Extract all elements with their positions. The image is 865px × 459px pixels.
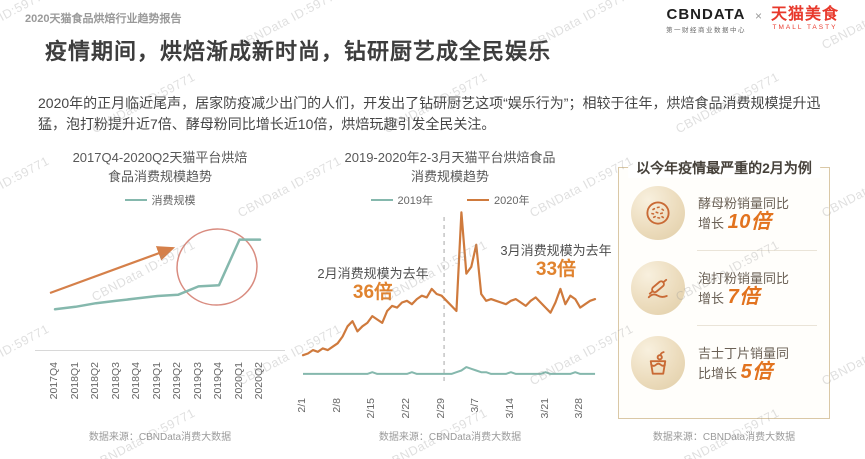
row-divider [697,250,817,251]
right-panel-section: 以今年疫情最严重的2月为例 酵母粉销量同比 增长 10倍 泡打粉销量同比 增长 7倍吉… [618,148,830,445]
left-chart-title: 2017Q4-2020Q2天猫平台烘焙 食品消费规模趋势 [30,148,290,186]
axis-tick-label: 2018Q3 [109,362,122,400]
cbndata-wordmark: CBNDATA [666,6,746,23]
left-data-source: 数据来源：CBNData消费大数据 [88,432,232,443]
annotation-feb: 2月消费规模为去年 36倍 [300,265,446,304]
stat-text: 吉士丁片销量同 比增长 5倍 [698,344,789,383]
left-x-axis-labels: 2017Q4 2018Q1 2018Q2 2018Q3 2018Q4 2019Q1 2019… [35,360,290,410]
cbndata-logo: CBNDATA 第一财经商业数据中心 [666,7,746,34]
axis-tick-label: 3/21 [538,398,551,419]
custard-icon [631,336,685,390]
cbndata-subtitle: 第一财经商业数据中心 [665,27,746,34]
middle-data-source: 数据来源：CBNData消费大数据 [378,432,522,443]
stat-value: 7倍 [727,285,760,308]
tmall-wordmark: 天猫美食 [770,6,839,23]
panel-rows: 酵母粉销量同比 增长 10倍 泡打粉销量同比 增长 7倍 吉士丁片销量同 比增长 5倍 [631,178,817,398]
axis-tick-label: 2/15 [365,398,378,419]
axis-tick-label: 2018Q4 [130,362,142,400]
stat-text: 酵母粉销量同比 增长 10倍 [698,194,789,233]
axis-tick-label: 2018Q1 [68,362,81,400]
axis-tick-label: 2019Q4 [212,362,224,400]
left-chart-section: 2017Q4-2020Q2天猫平台烘焙 食品消费规模趋势 消费规模 2017Q4… [30,148,290,445]
tmall-food-logo: 天猫美食 TMALL TASTY [770,6,839,32]
highlight-circle-icon [176,228,258,306]
axis-tick-label: 2/29 [434,398,447,419]
axis-tick-label: 2/8 [330,398,343,413]
legend-item-2020: 2020年 [467,192,529,208]
header: 2020天猫食品烘焙行业趋势报告 CBNDATA 第一财经商业数据中心 × 天猫… [25,6,839,35]
brand-logos: CBNDATA 第一财经商业数据中心 × 天猫美食 TMALL TASTY [666,6,839,35]
baking-powder-icon [631,261,685,315]
annotation-mar-label: 3月消费规模为去年 [500,243,612,258]
report-title: 2020天猫食品烘焙行业趋势报告 [25,13,182,25]
multiply-icon: × [754,9,762,23]
legend-swatch-teal [124,199,147,201]
legend-swatch-2020 [467,199,489,201]
stat-value: 5倍 [740,360,773,383]
stat-line1: 酵母粉销量同比 [698,195,790,211]
stat-line1: 吉士丁片销量同 [698,345,790,361]
axis-tick-label: 2019Q3 [191,362,204,400]
middle-chart-section: 2019-2020年2-3月天猫平台烘焙食品 消费规模趋势 2019年 2020… [296,148,612,445]
legend-label: 消费规模 [151,195,196,207]
legend-label-2020: 2020年 [494,195,530,207]
middle-chart-title-line2: 消费规模趋势 [410,169,489,184]
legend-item-2019: 2019年 [370,192,433,208]
axis-tick-label: 2/1 [296,398,308,413]
trend-arrow-icon [49,246,176,295]
axis-tick-label: 2019Q2 [171,362,183,400]
annotation-feb-value: 36倍 [352,282,394,303]
panel-row: 酵母粉销量同比 增长 10倍 [631,178,817,248]
middle-chart-title-line1: 2019-2020年2-3月天猫平台烘焙食品 [344,150,556,165]
left-chart-svg [35,228,285,351]
annotation-mar-value: 33倍 [535,259,577,280]
annotation-feb-label: 2月消费规模为去年 [317,266,429,281]
legend-item: 消费规模 [124,192,196,208]
legend-swatch-2019 [370,199,393,201]
consumption-line [53,238,262,311]
line-2019 [303,366,596,375]
tmall-subtitle: TMALL TASTY [772,24,838,31]
left-chart-title-line1: 2017Q4-2020Q2天猫平台烘焙 [72,150,248,165]
intro-paragraph: 2020年的正月临近尾声，居家防疫减少出门的人们，开发出了钻研厨艺这项“娱乐行为… [38,95,821,132]
row-divider [697,325,817,326]
axis-tick-label: 2/22 [399,398,412,419]
panel-row: 泡打粉销量同比 增长 7倍 [631,253,817,323]
left-chart-title-line2: 食品消费规模趋势 [107,169,212,184]
stat-line1: 泡打粉销量同比 [698,270,790,286]
middle-x-axis-labels: 2/1 2/8 2/15 2/22 2/29 3/7 3/14 3/21 3/28 [296,396,604,428]
line-2020 [301,211,597,357]
yeast-icon [631,186,685,240]
middle-chart-title: 2019-2020年2-3月天猫平台烘焙食品 消费规模趋势 [296,148,604,186]
axis-tick-label: 2020Q2 [253,362,265,400]
stat-line2: 比增长 5倍 [698,360,773,383]
axis-tick-label: 2019Q1 [150,362,163,400]
stats-panel: 以今年疫情最严重的2月为例 酵母粉销量同比 增长 10倍 泡打粉销量同比 增长 7倍吉… [618,158,830,419]
legend-label-2019: 2019年 [397,195,433,207]
middle-chart-legend: 2019年 2020年 [296,193,604,207]
axis-tick-label: 3/28 [573,398,586,419]
stat-line2: 增长 10倍 [698,210,772,233]
stat-text: 泡打粉销量同比 增长 7倍 [698,269,789,308]
stat-value: 10倍 [727,210,772,233]
axis-tick-label: 2017Q4 [48,362,60,400]
middle-chart-svg [301,211,597,381]
panel-title: 以今年疫情最严重的2月为例 [628,158,820,178]
axis-tick-label: 3/7 [469,398,482,413]
axis-tick-label: 2018Q2 [89,362,101,400]
page-title: 疫情期间，烘焙渐成新时尚，钻研厨艺成全民娱乐 [45,39,552,64]
left-chart-legend: 消费规模 [30,193,290,207]
panel-row: 吉士丁片销量同 比增长 5倍 [631,328,817,398]
stat-line2: 增长 7倍 [698,285,760,308]
axis-tick-label: 3/14 [503,398,516,419]
axis-tick-label: 2020Q1 [232,362,245,400]
annotation-mar: 3月消费规模为去年 33倍 [480,242,632,281]
right-data-source: 数据来源：CBNData消费大数据 [652,432,796,443]
